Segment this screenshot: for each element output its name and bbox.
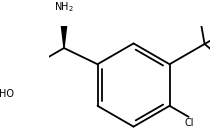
Text: NH$_2$: NH$_2$ [54, 0, 74, 14]
Polygon shape [60, 16, 68, 48]
Text: HO: HO [0, 89, 14, 99]
Text: Cl: Cl [184, 118, 194, 128]
